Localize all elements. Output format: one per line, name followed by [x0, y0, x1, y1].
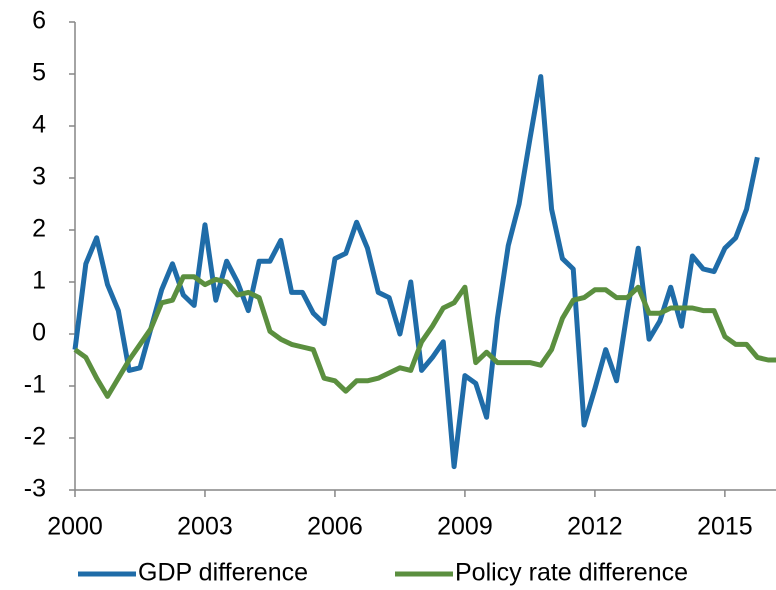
- y-tick-label: -2: [24, 423, 46, 451]
- series-line: [73, 274, 776, 399]
- legend-label: Policy rate difference: [455, 559, 688, 587]
- y-tick-label: -3: [24, 475, 46, 503]
- x-tick-label: 2006: [307, 513, 363, 541]
- y-tick-label: 4: [32, 111, 46, 139]
- y-tick-label: -1: [24, 371, 46, 399]
- x-tick-label: 2003: [177, 513, 233, 541]
- x-tick-label: 2000: [47, 513, 103, 541]
- x-tick-label: 2012: [567, 513, 623, 541]
- y-tick-label: 0: [32, 319, 46, 347]
- x-tick-label: 2009: [437, 513, 493, 541]
- x-tick-label: 2015: [697, 513, 753, 541]
- series-line: [72, 74, 760, 470]
- y-tick-label: 6: [32, 7, 46, 35]
- y-tick-label: 1: [32, 267, 46, 295]
- y-tick-label: 5: [32, 59, 46, 87]
- y-tick-label: 2: [32, 215, 46, 243]
- legend-label: GDP difference: [138, 559, 308, 587]
- y-tick-label: 3: [32, 163, 46, 191]
